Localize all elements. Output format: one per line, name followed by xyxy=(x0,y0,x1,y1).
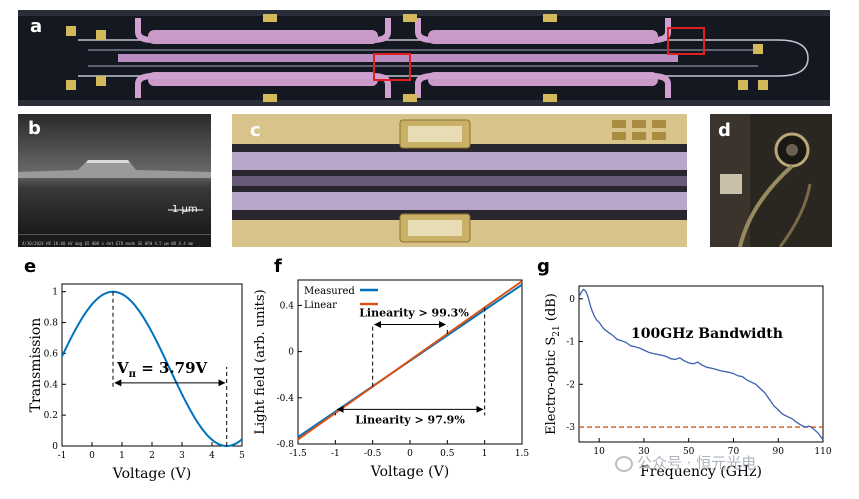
sem-cross-section-image xyxy=(18,114,211,247)
chart-e-xtick-label: 1 xyxy=(119,451,125,461)
chart-g-xtick-label: 10 xyxy=(593,447,605,457)
chip-micrograph-image xyxy=(18,10,830,106)
panel-label-b: b xyxy=(28,118,41,139)
wechat-icon xyxy=(615,455,633,472)
chart-f-xtick-label: -0.5 xyxy=(364,449,382,459)
watermark-text: 公众号 · 恒元光电 xyxy=(637,454,757,472)
chart-g-ytick-label: -3 xyxy=(566,423,575,433)
chart-e-xtick-label: 5 xyxy=(239,451,245,461)
chart-g-xtick-label: 110 xyxy=(814,447,831,457)
chart-f-legend-label: Measured xyxy=(304,286,355,297)
chart-f-ylabel: Light field (arb. units) xyxy=(253,289,268,434)
chart-f-ytick-label: 0 xyxy=(288,348,294,358)
panel-label-e: e xyxy=(24,256,37,277)
chart-f-xtick-label: 1 xyxy=(482,449,488,459)
chart-e-ytick-label: 0.2 xyxy=(44,411,58,421)
chart-e-xtick-label: 0 xyxy=(89,451,95,461)
chart-g-bandwidth: 10 30 50 70 90 110 0 -1 -2 -3 100GHz Bandwidth Freq… xyxy=(544,285,832,480)
chart-e-vpi-annotation: Vπ = 3.79V xyxy=(116,359,208,380)
chart-g-s21-line xyxy=(578,288,824,441)
chart-g-title: 100GHz Bandwidth xyxy=(631,326,783,342)
chart-g-ytick-label: -2 xyxy=(566,380,575,390)
chart-e-xtick-label: 4 xyxy=(209,451,215,461)
panel-label-d: d xyxy=(718,120,731,141)
chart-e-ytick-label: 0.4 xyxy=(44,380,59,390)
chart-f-xtick-label: -1 xyxy=(331,449,340,459)
chart-f-ytick-label: -0.8 xyxy=(277,440,295,450)
chart-f-linearity: -1.5 -1 -0.5 0 0.5 1 1.5 -0.8 -0.4 0 0.4 Measured Li… xyxy=(253,279,530,480)
chart-e-ytick-label: 0.8 xyxy=(44,319,59,329)
watermark: 公众号 · 恒元光电 xyxy=(615,452,756,473)
sem-info-text: 4/30/2024 HV 10.00 kV mag 65 000 x det E… xyxy=(22,241,193,246)
panel-label-g: g xyxy=(537,256,550,277)
scale-bar-label: 1 μm xyxy=(172,204,198,215)
chart-e-xlabel: Voltage (V) xyxy=(112,466,191,482)
sem-info-bar: 4/30/2024 HV 10.00 kV mag 65 000 x det E… xyxy=(18,234,211,247)
chart-g-xtick-label: 50 xyxy=(683,447,695,457)
chart-f-legend-label: Linear xyxy=(304,300,337,311)
panel-d-photo: d xyxy=(710,114,832,247)
chart-e-ytick-label: 1 xyxy=(52,288,58,298)
chart-e-xtick-label: 2 xyxy=(149,451,155,461)
chart-g-ytick-label: -1 xyxy=(566,338,575,348)
chart-f-ytick-label: -0.4 xyxy=(277,394,295,404)
chart-f-xtick-label: 0 xyxy=(407,449,413,459)
panel-b-sem-image: 1 μm 4/30/2024 HV 10.00 kV mag 65 000 x … xyxy=(18,114,211,247)
chart-e-ytick-label: 0.6 xyxy=(44,349,59,359)
panel-label-f: f xyxy=(274,256,282,277)
chart-e-ytick-label: 0 xyxy=(52,442,58,452)
chart-g-xtick-label: 30 xyxy=(638,447,650,457)
chart-e-transmission-line xyxy=(61,290,243,447)
chart-g-xlabel: Frequency (GHz) xyxy=(640,464,762,480)
chart-e-xtick-label: -1 xyxy=(58,451,67,461)
chart-e-ylabel: Transmission xyxy=(28,318,44,413)
chart-g-xtick-label: 90 xyxy=(773,447,785,457)
probe-photo-image xyxy=(710,114,832,247)
chart-f-linearity-label: Linearity > 97.9% xyxy=(355,413,465,426)
chart-f-xlabel: Voltage (V) xyxy=(370,464,449,480)
chart-g-xtick-label: 70 xyxy=(728,447,740,457)
panel-label-a: a xyxy=(30,16,43,37)
panel-label-c: c xyxy=(250,120,261,141)
chart-f-xtick-label: 0.5 xyxy=(440,449,455,459)
chart-f-linearity-label: Linearity > 99.3% xyxy=(359,307,469,320)
chart-f-ytick-label: 0.4 xyxy=(280,301,295,311)
chart-e-xtick-label: 3 xyxy=(179,451,185,461)
chart-f-xtick-label: 1.5 xyxy=(515,449,530,459)
electrode-micrograph-image xyxy=(232,114,687,247)
chart-g-axes-box xyxy=(578,285,824,443)
panel-a-chip-micrograph: a xyxy=(18,10,830,106)
chart-g-ytick-label: 0 xyxy=(569,295,575,305)
panel-c-micrograph: c xyxy=(232,114,687,247)
chart-g-ylabel: Electro-optic S21 (dB) xyxy=(544,293,562,435)
chart-f-xtick-label: -1.5 xyxy=(289,449,307,459)
